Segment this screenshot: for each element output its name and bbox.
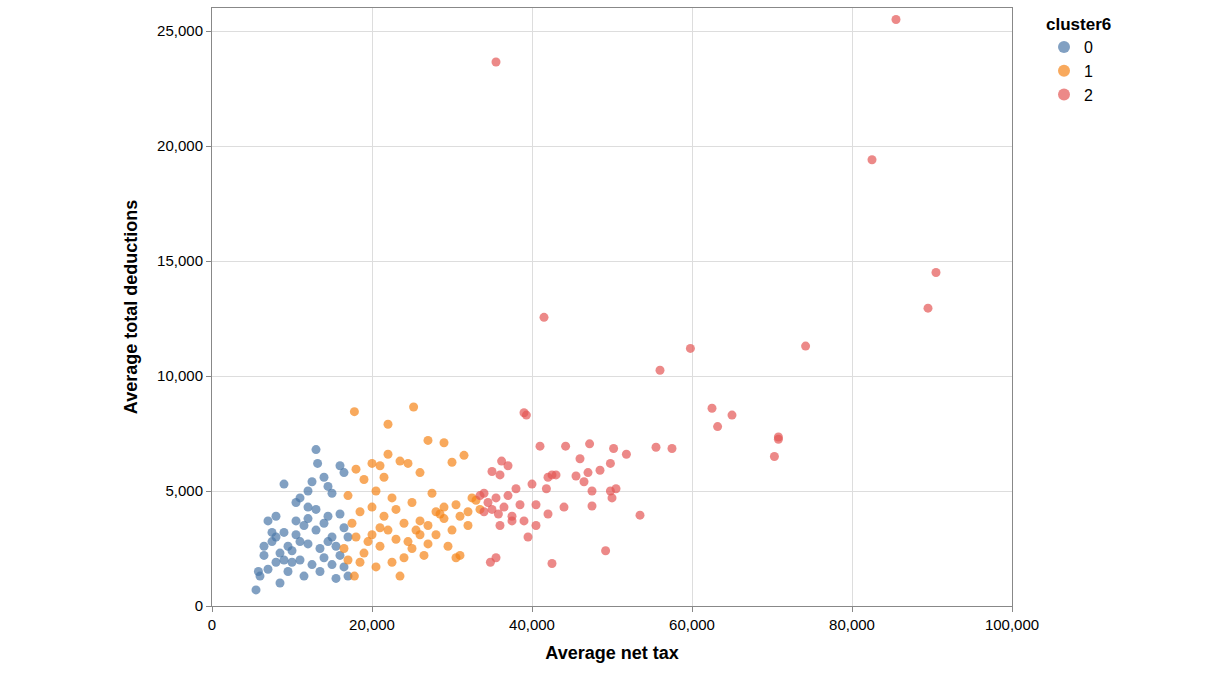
svg-text:40,000: 40,000 [509,616,555,633]
svg-text:cluster6: cluster6 [1046,15,1111,34]
svg-text:10,000: 10,000 [157,367,203,384]
svg-text:1: 1 [1084,63,1093,80]
svg-text:20,000: 20,000 [349,616,395,633]
svg-text:0: 0 [208,616,216,633]
svg-text:2: 2 [1084,87,1093,104]
svg-text:80,000: 80,000 [829,616,875,633]
svg-text:15,000: 15,000 [157,252,203,269]
svg-text:0: 0 [195,597,203,614]
svg-text:Average total deductions: Average total deductions [121,200,141,414]
svg-text:25,000: 25,000 [157,22,203,39]
svg-text:60,000: 60,000 [669,616,715,633]
svg-text:0: 0 [1084,39,1093,56]
svg-text:20,000: 20,000 [157,137,203,154]
svg-text:Average net tax: Average net tax [545,643,678,663]
svg-text:100,000: 100,000 [985,616,1039,633]
svg-text:5,000: 5,000 [165,482,203,499]
